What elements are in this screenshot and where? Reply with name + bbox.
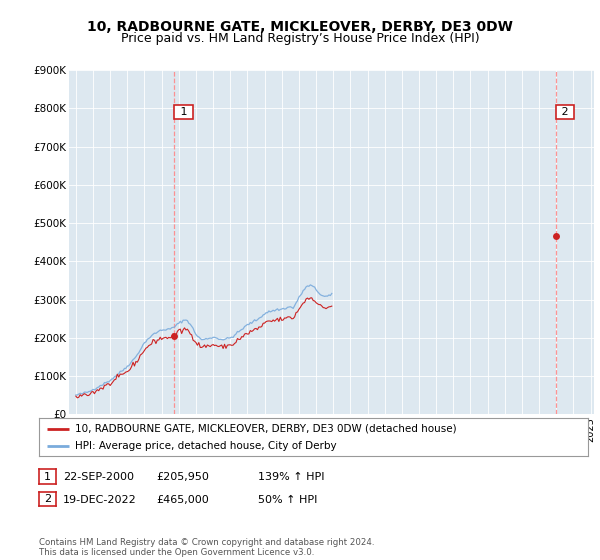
Text: Price paid vs. HM Land Registry’s House Price Index (HPI): Price paid vs. HM Land Registry’s House …: [121, 32, 479, 45]
Text: 2: 2: [44, 494, 51, 504]
Text: 50% ↑ HPI: 50% ↑ HPI: [258, 494, 317, 505]
Text: £205,950: £205,950: [156, 472, 209, 482]
Text: 1: 1: [176, 107, 191, 117]
Text: 139% ↑ HPI: 139% ↑ HPI: [258, 472, 325, 482]
Text: 10, RADBOURNE GATE, MICKLEOVER, DERBY, DE3 0DW (detached house): 10, RADBOURNE GATE, MICKLEOVER, DERBY, D…: [74, 423, 457, 433]
Text: 2: 2: [558, 107, 572, 117]
Text: HPI: Average price, detached house, City of Derby: HPI: Average price, detached house, City…: [74, 441, 337, 451]
Text: 22-SEP-2000: 22-SEP-2000: [63, 472, 134, 482]
Text: 10, RADBOURNE GATE, MICKLEOVER, DERBY, DE3 0DW: 10, RADBOURNE GATE, MICKLEOVER, DERBY, D…: [87, 20, 513, 34]
Text: 1: 1: [44, 472, 51, 482]
Text: £465,000: £465,000: [156, 494, 209, 505]
Text: Contains HM Land Registry data © Crown copyright and database right 2024.
This d: Contains HM Land Registry data © Crown c…: [39, 538, 374, 557]
Text: 19-DEC-2022: 19-DEC-2022: [63, 494, 137, 505]
